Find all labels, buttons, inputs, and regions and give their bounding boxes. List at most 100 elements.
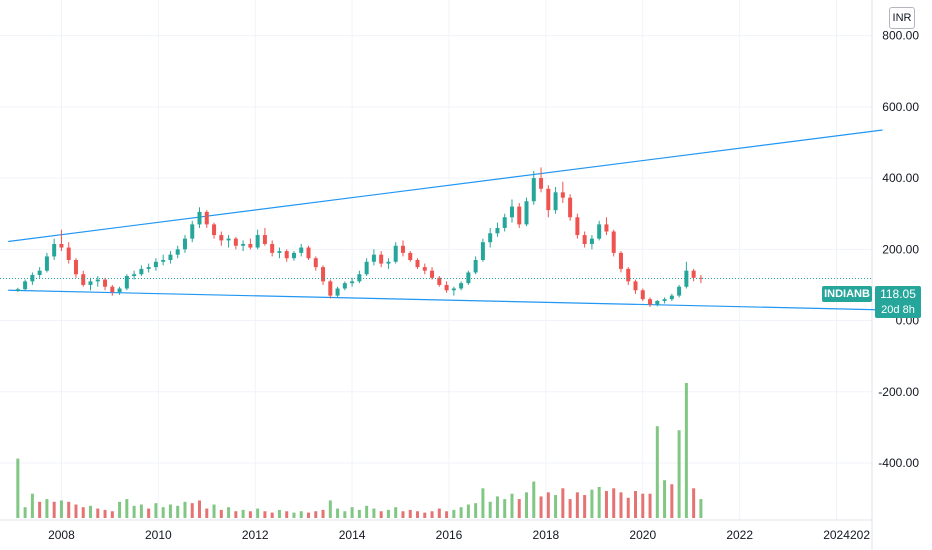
volume-bar [517, 499, 521, 518]
x-tick-label: 2012 [242, 528, 269, 542]
volume-bar [314, 511, 318, 518]
candle-body [466, 272, 471, 284]
volume-bar [648, 493, 652, 518]
candle-body [248, 243, 253, 248]
candle-body [371, 254, 376, 262]
candle-body [575, 217, 580, 236]
volume-bar [430, 511, 434, 518]
volume-bar [277, 509, 281, 518]
candle-body [299, 247, 304, 253]
y-tick-label: 200.00 [882, 242, 919, 256]
volume-bar [176, 505, 180, 518]
volume-bar [692, 488, 696, 518]
trendlines[interactable] [8, 129, 883, 311]
volume-bar [67, 501, 71, 518]
volume-bar [103, 509, 107, 518]
candle-body [88, 281, 93, 285]
candle-body [233, 238, 238, 246]
volume-bar [474, 503, 478, 518]
candle-body [618, 252, 623, 269]
volume-bar [684, 383, 688, 518]
volume-bar [634, 491, 638, 518]
candle-body [582, 235, 587, 244]
y-tick-label: -200.00 [878, 385, 919, 399]
candle-body [509, 206, 514, 218]
candle-body [524, 201, 529, 225]
volume-bar [481, 488, 485, 518]
last-price-value: 118.05 [880, 287, 916, 301]
trendline [8, 289, 883, 311]
volume-bar [612, 488, 616, 518]
volume-bar [386, 509, 390, 518]
volume-bar [248, 511, 252, 518]
volume-bar [89, 505, 93, 518]
candle-body [488, 233, 493, 243]
candle-body [81, 274, 86, 285]
candle-body [59, 243, 64, 248]
candle-body [648, 299, 653, 305]
volume-bar [597, 486, 601, 518]
volume-bar [241, 509, 245, 518]
volume-bar [74, 504, 78, 518]
candle-body [677, 286, 682, 296]
time-axis[interactable]: 2008 2010 2012 2014 2016 2018 2020 2022 2024 202 [48, 528, 870, 542]
volume-bar [459, 507, 463, 518]
volume-bar [59, 500, 63, 518]
volume-bar [401, 511, 405, 518]
volume-bar [488, 501, 492, 518]
candle-body [321, 267, 326, 282]
volume-bar [52, 501, 56, 518]
candle-body [342, 283, 347, 289]
candle-body [684, 270, 689, 287]
candle-body [139, 268, 144, 275]
candle-body [153, 261, 158, 268]
volume-bar [299, 511, 303, 518]
volume-bar [285, 511, 289, 518]
candle-body [597, 224, 602, 239]
candle-body [386, 261, 391, 264]
volume-bar [394, 507, 398, 518]
volume-bar [183, 501, 187, 518]
currency-button[interactable]: INR [889, 7, 915, 29]
volume-bar [132, 505, 136, 518]
candle-body [393, 245, 398, 262]
volume-bar [23, 507, 27, 518]
candle-body [604, 224, 609, 232]
candle-body [546, 188, 551, 211]
volume-bar [568, 499, 572, 518]
candle-body [284, 251, 289, 259]
volume-bar [372, 508, 376, 518]
candle-body [110, 286, 115, 293]
volume-bar [532, 481, 536, 518]
volume-bar [663, 480, 667, 518]
candle-body [52, 243, 57, 257]
price-axis[interactable]: 800.00600.00400.00200.000.00-200.00-400.… [878, 29, 919, 470]
volume-bar [270, 512, 274, 518]
volume-bar [38, 501, 42, 518]
candle-body [611, 231, 616, 253]
volume-bar [619, 492, 623, 518]
volume-bar [234, 511, 238, 518]
candle-body [328, 281, 333, 296]
candle-body [291, 252, 296, 259]
volume-bar [328, 500, 332, 518]
candle-body [23, 281, 28, 290]
volume-bar [641, 493, 645, 518]
candle-body [655, 300, 660, 305]
volume-bar [423, 512, 427, 518]
candle-body [568, 197, 573, 218]
last-price-tag: 118.05 20d 8h [875, 286, 921, 318]
candle-body [480, 242, 485, 260]
candle-body [161, 260, 166, 262]
candle-body [698, 277, 703, 279]
candle-body [662, 299, 667, 301]
candle-body [531, 178, 536, 202]
candle-body [379, 254, 384, 264]
bar-countdown: 20d 8h [881, 304, 915, 316]
candle-body [168, 254, 173, 260]
volume-bar [30, 493, 34, 518]
volume-bar [495, 496, 499, 518]
candle-body [633, 281, 638, 291]
candle-body [73, 260, 78, 275]
